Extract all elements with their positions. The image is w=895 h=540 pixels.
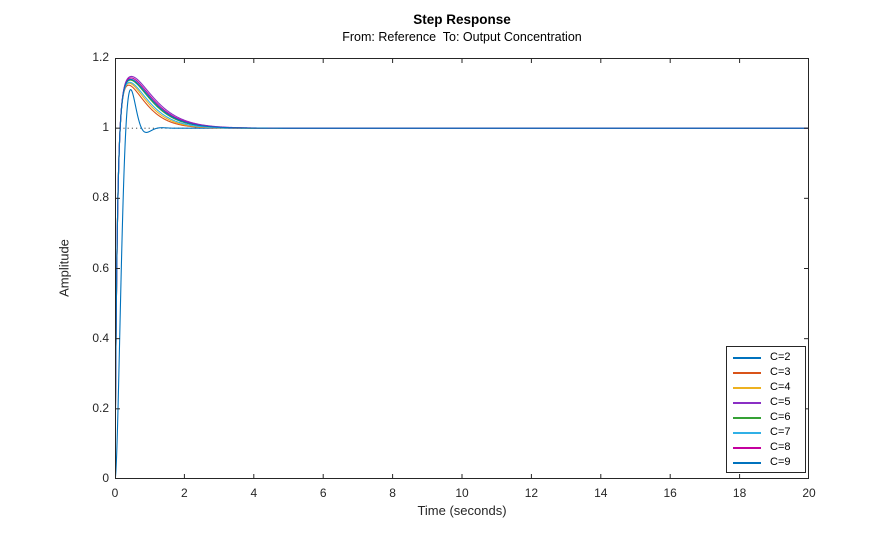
chart-subtitle: From: Reference To: Output Concentration [342, 30, 582, 44]
x-tick-label: 18 [732, 486, 747, 500]
legend-swatch [733, 446, 761, 449]
x-tick-label: 0 [111, 486, 119, 500]
series-curve-C=5 [115, 75, 809, 479]
legend-item: C=7 [727, 425, 805, 440]
legend-label: C=5 [770, 396, 791, 408]
legend-swatch [733, 401, 761, 404]
y-tick-label: 1 [102, 120, 109, 135]
series-curve-C=7 [115, 81, 809, 479]
legend-swatch [733, 371, 761, 374]
y-tick-label: 0.8 [92, 190, 109, 205]
legend-label: C=2 [770, 351, 791, 363]
legend-label: C=6 [770, 411, 791, 423]
y-tick-label: 0 [102, 471, 109, 485]
y-tick-label: 0.2 [92, 400, 109, 415]
y-tick-label: 0.6 [92, 260, 109, 275]
legend-label: C=9 [770, 456, 791, 468]
series-curve-C=6 [115, 79, 809, 479]
x-tick-label: 8 [389, 486, 396, 500]
legend-item: C=2 [727, 350, 805, 365]
legend-label: C=4 [770, 381, 791, 393]
x-axis-label: Time (seconds) [417, 503, 507, 518]
y-tick-label: 1.2 [92, 50, 109, 64]
legend-swatch [733, 431, 761, 434]
legend-item: C=9 [727, 455, 805, 470]
legend-item: C=5 [727, 395, 805, 410]
legend-swatch [733, 386, 761, 389]
legend-label: C=3 [770, 366, 791, 378]
x-tick-label: 4 [250, 486, 258, 500]
plot-area [115, 58, 809, 479]
x-tick-label: 16 [663, 486, 677, 500]
series-curve-C=4 [115, 82, 809, 479]
legend[interactable]: C=2 C=3 C=4 C=5 C=6 C=7 C=8 C=9 [726, 346, 806, 473]
series-curve-C=8 [115, 77, 809, 479]
x-tick-label: 14 [594, 486, 608, 500]
legend-swatch [733, 461, 761, 464]
series-curve-C=2 [115, 89, 809, 479]
legend-item: C=4 [727, 380, 805, 395]
legend-swatch [733, 416, 761, 419]
axes-box [115, 58, 809, 479]
x-tick-label: 20 [802, 486, 816, 500]
x-tick-label: 2 [181, 486, 188, 500]
series-curve-C=9 [115, 78, 809, 479]
x-tick-label: 12 [524, 486, 539, 500]
legend-label: C=8 [770, 441, 791, 453]
y-tick-label: 0.4 [92, 330, 109, 345]
legend-item: C=8 [727, 440, 805, 455]
x-tick-label: 6 [319, 486, 327, 500]
x-tick-label: 10 [455, 486, 469, 500]
legend-label: C=7 [770, 426, 791, 438]
legend-item: C=6 [727, 410, 805, 425]
legend-item: C=3 [727, 365, 805, 380]
chart-title: Step Response [413, 12, 511, 27]
legend-swatch [733, 356, 761, 359]
series-curve-C=3 [115, 84, 809, 479]
